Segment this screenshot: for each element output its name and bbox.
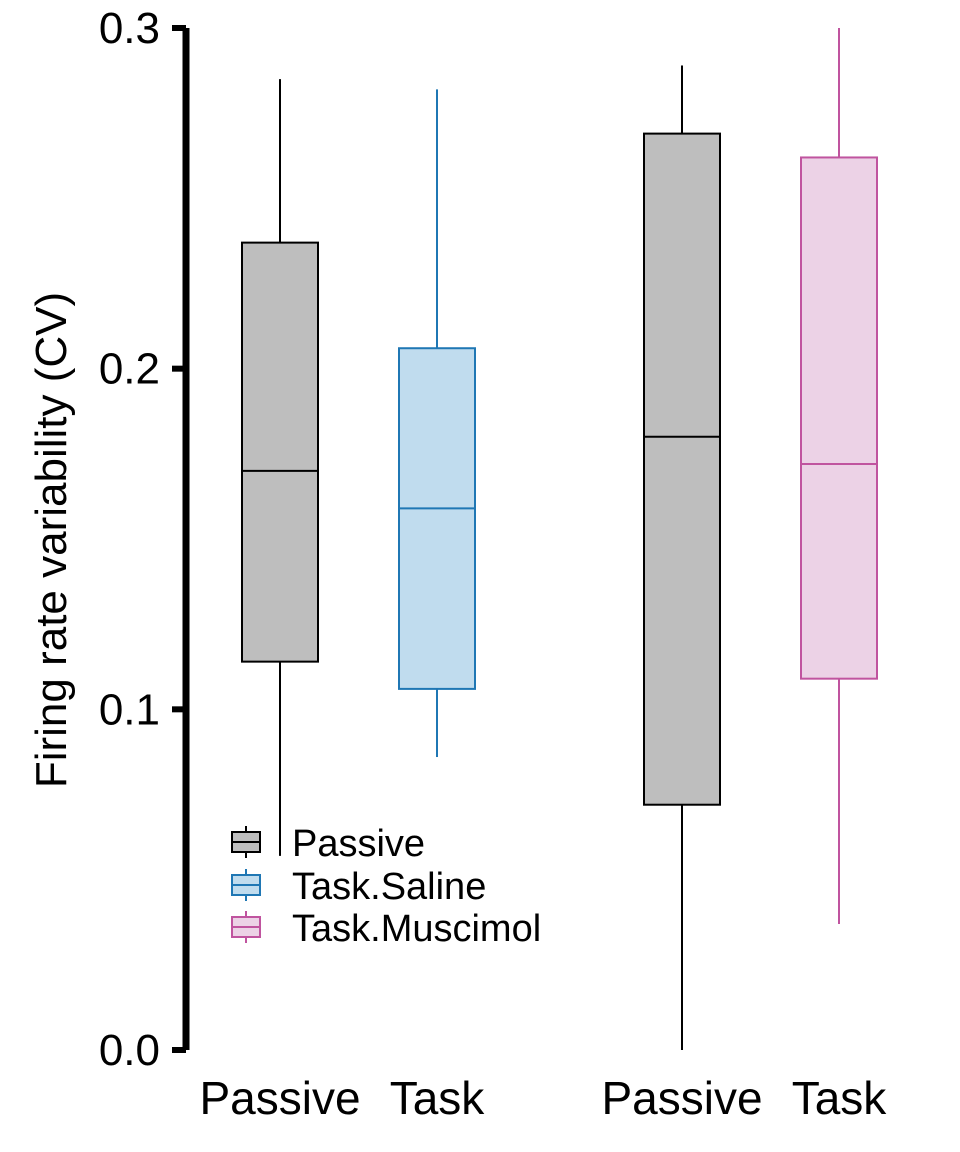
y-tick-label: 0.3 xyxy=(99,4,160,53)
x-category-label: Task xyxy=(792,1072,888,1124)
x-category-label: Task xyxy=(390,1072,486,1124)
legend-item: Task.Muscimol xyxy=(231,908,541,950)
box-iqr xyxy=(241,241,319,663)
legend-item: Task.Saline xyxy=(231,866,486,908)
x-category-label: Passive xyxy=(199,1072,360,1124)
legend-label: Task.Saline xyxy=(292,866,486,908)
x-category-label: Passive xyxy=(601,1072,762,1124)
box-iqr xyxy=(800,156,878,680)
y-tick-label: 0.1 xyxy=(99,685,160,734)
box-task-saline xyxy=(398,89,476,758)
y-axis-label: Firing rate variability (CV) xyxy=(27,292,76,788)
x-axis: Passive Task Passive Task xyxy=(199,1072,887,1124)
box-iqr xyxy=(643,132,721,806)
y-tick-label: 0.2 xyxy=(99,345,160,394)
y-axis: 0.0 0.1 0.2 0.3 xyxy=(99,4,190,1075)
box-series xyxy=(241,28,878,1050)
legend-item: Passive xyxy=(231,823,425,865)
box-iqr xyxy=(398,347,476,690)
box-passive xyxy=(643,65,721,1050)
y-tick-label: 0.0 xyxy=(99,1026,160,1075)
legend-label: Task.Muscimol xyxy=(292,908,541,950)
box-passive xyxy=(241,79,319,856)
box-task-muscimol xyxy=(800,28,878,924)
legend-label: Passive xyxy=(292,823,425,865)
